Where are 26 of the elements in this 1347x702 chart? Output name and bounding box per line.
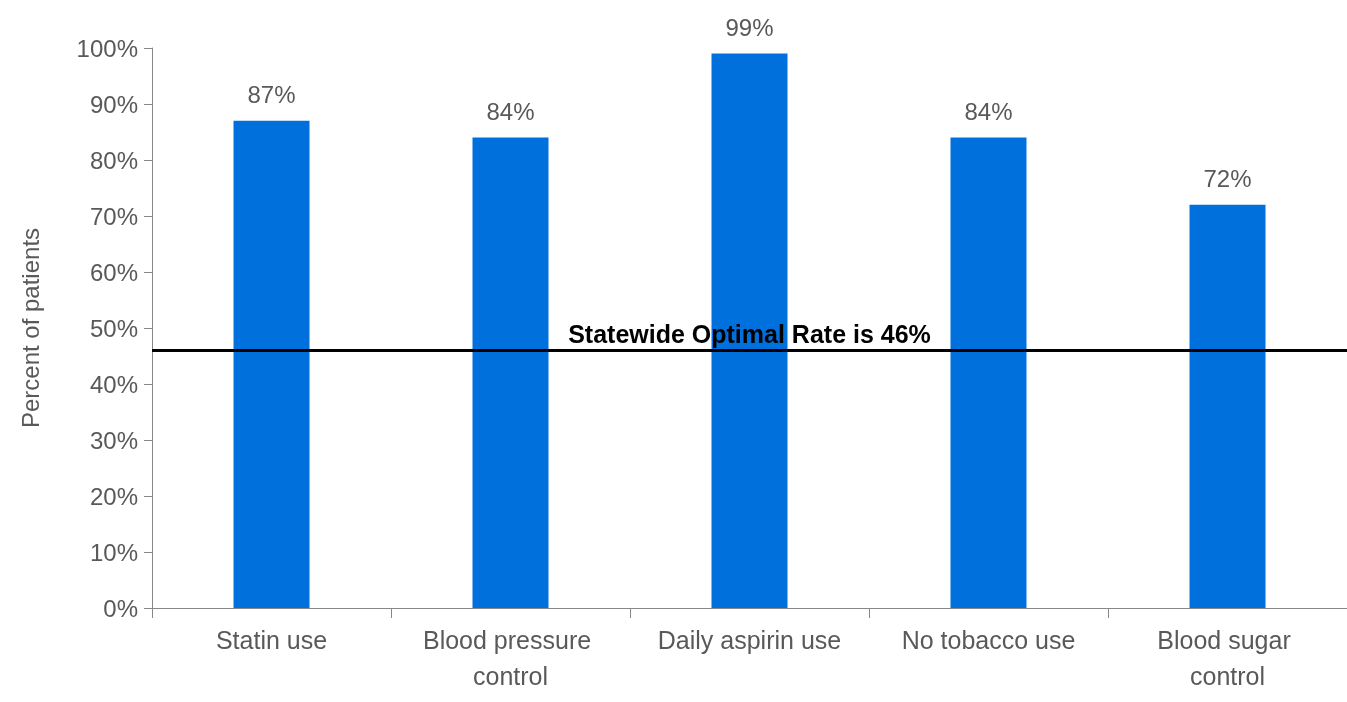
x-tick-label: No tobacco use — [901, 626, 1076, 654]
x-tick-label: Statin use — [215, 626, 328, 654]
data-label: 84% — [964, 98, 1013, 126]
y-axis-title: Percent of patients — [16, 227, 44, 429]
x-tick-label: Daily aspirin use — [657, 626, 842, 654]
data-label: 87% — [247, 81, 296, 109]
y-tick-label: 90% — [89, 90, 138, 118]
data-label: 84% — [486, 98, 535, 126]
x-tick-label: Blood pressure control — [422, 626, 599, 690]
y-tick-label: 30% — [89, 426, 138, 454]
y-tick-label: 20% — [89, 482, 138, 510]
y-tick-label: 50% — [89, 314, 138, 342]
y-tick-label: 100% — [76, 34, 138, 62]
y-tick-label: 60% — [89, 258, 138, 286]
y-tick-label: 10% — [89, 538, 138, 566]
y-tick-label: 80% — [89, 146, 138, 174]
y-tick-label: 40% — [89, 370, 138, 398]
bar — [472, 137, 549, 608]
data-label: 99% — [725, 14, 774, 42]
y-tick-label: 0% — [103, 594, 138, 622]
y-tick-label: 70% — [89, 202, 138, 230]
bar — [950, 137, 1027, 608]
data-label: 72% — [1203, 165, 1252, 193]
x-tick-label: Blood sugar control — [1157, 626, 1298, 690]
bar — [233, 120, 310, 608]
bar — [1189, 204, 1266, 608]
